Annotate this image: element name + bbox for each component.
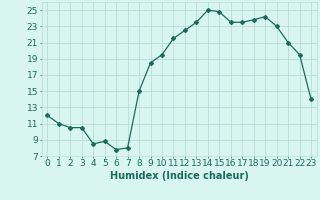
X-axis label: Humidex (Indice chaleur): Humidex (Indice chaleur) (110, 171, 249, 181)
